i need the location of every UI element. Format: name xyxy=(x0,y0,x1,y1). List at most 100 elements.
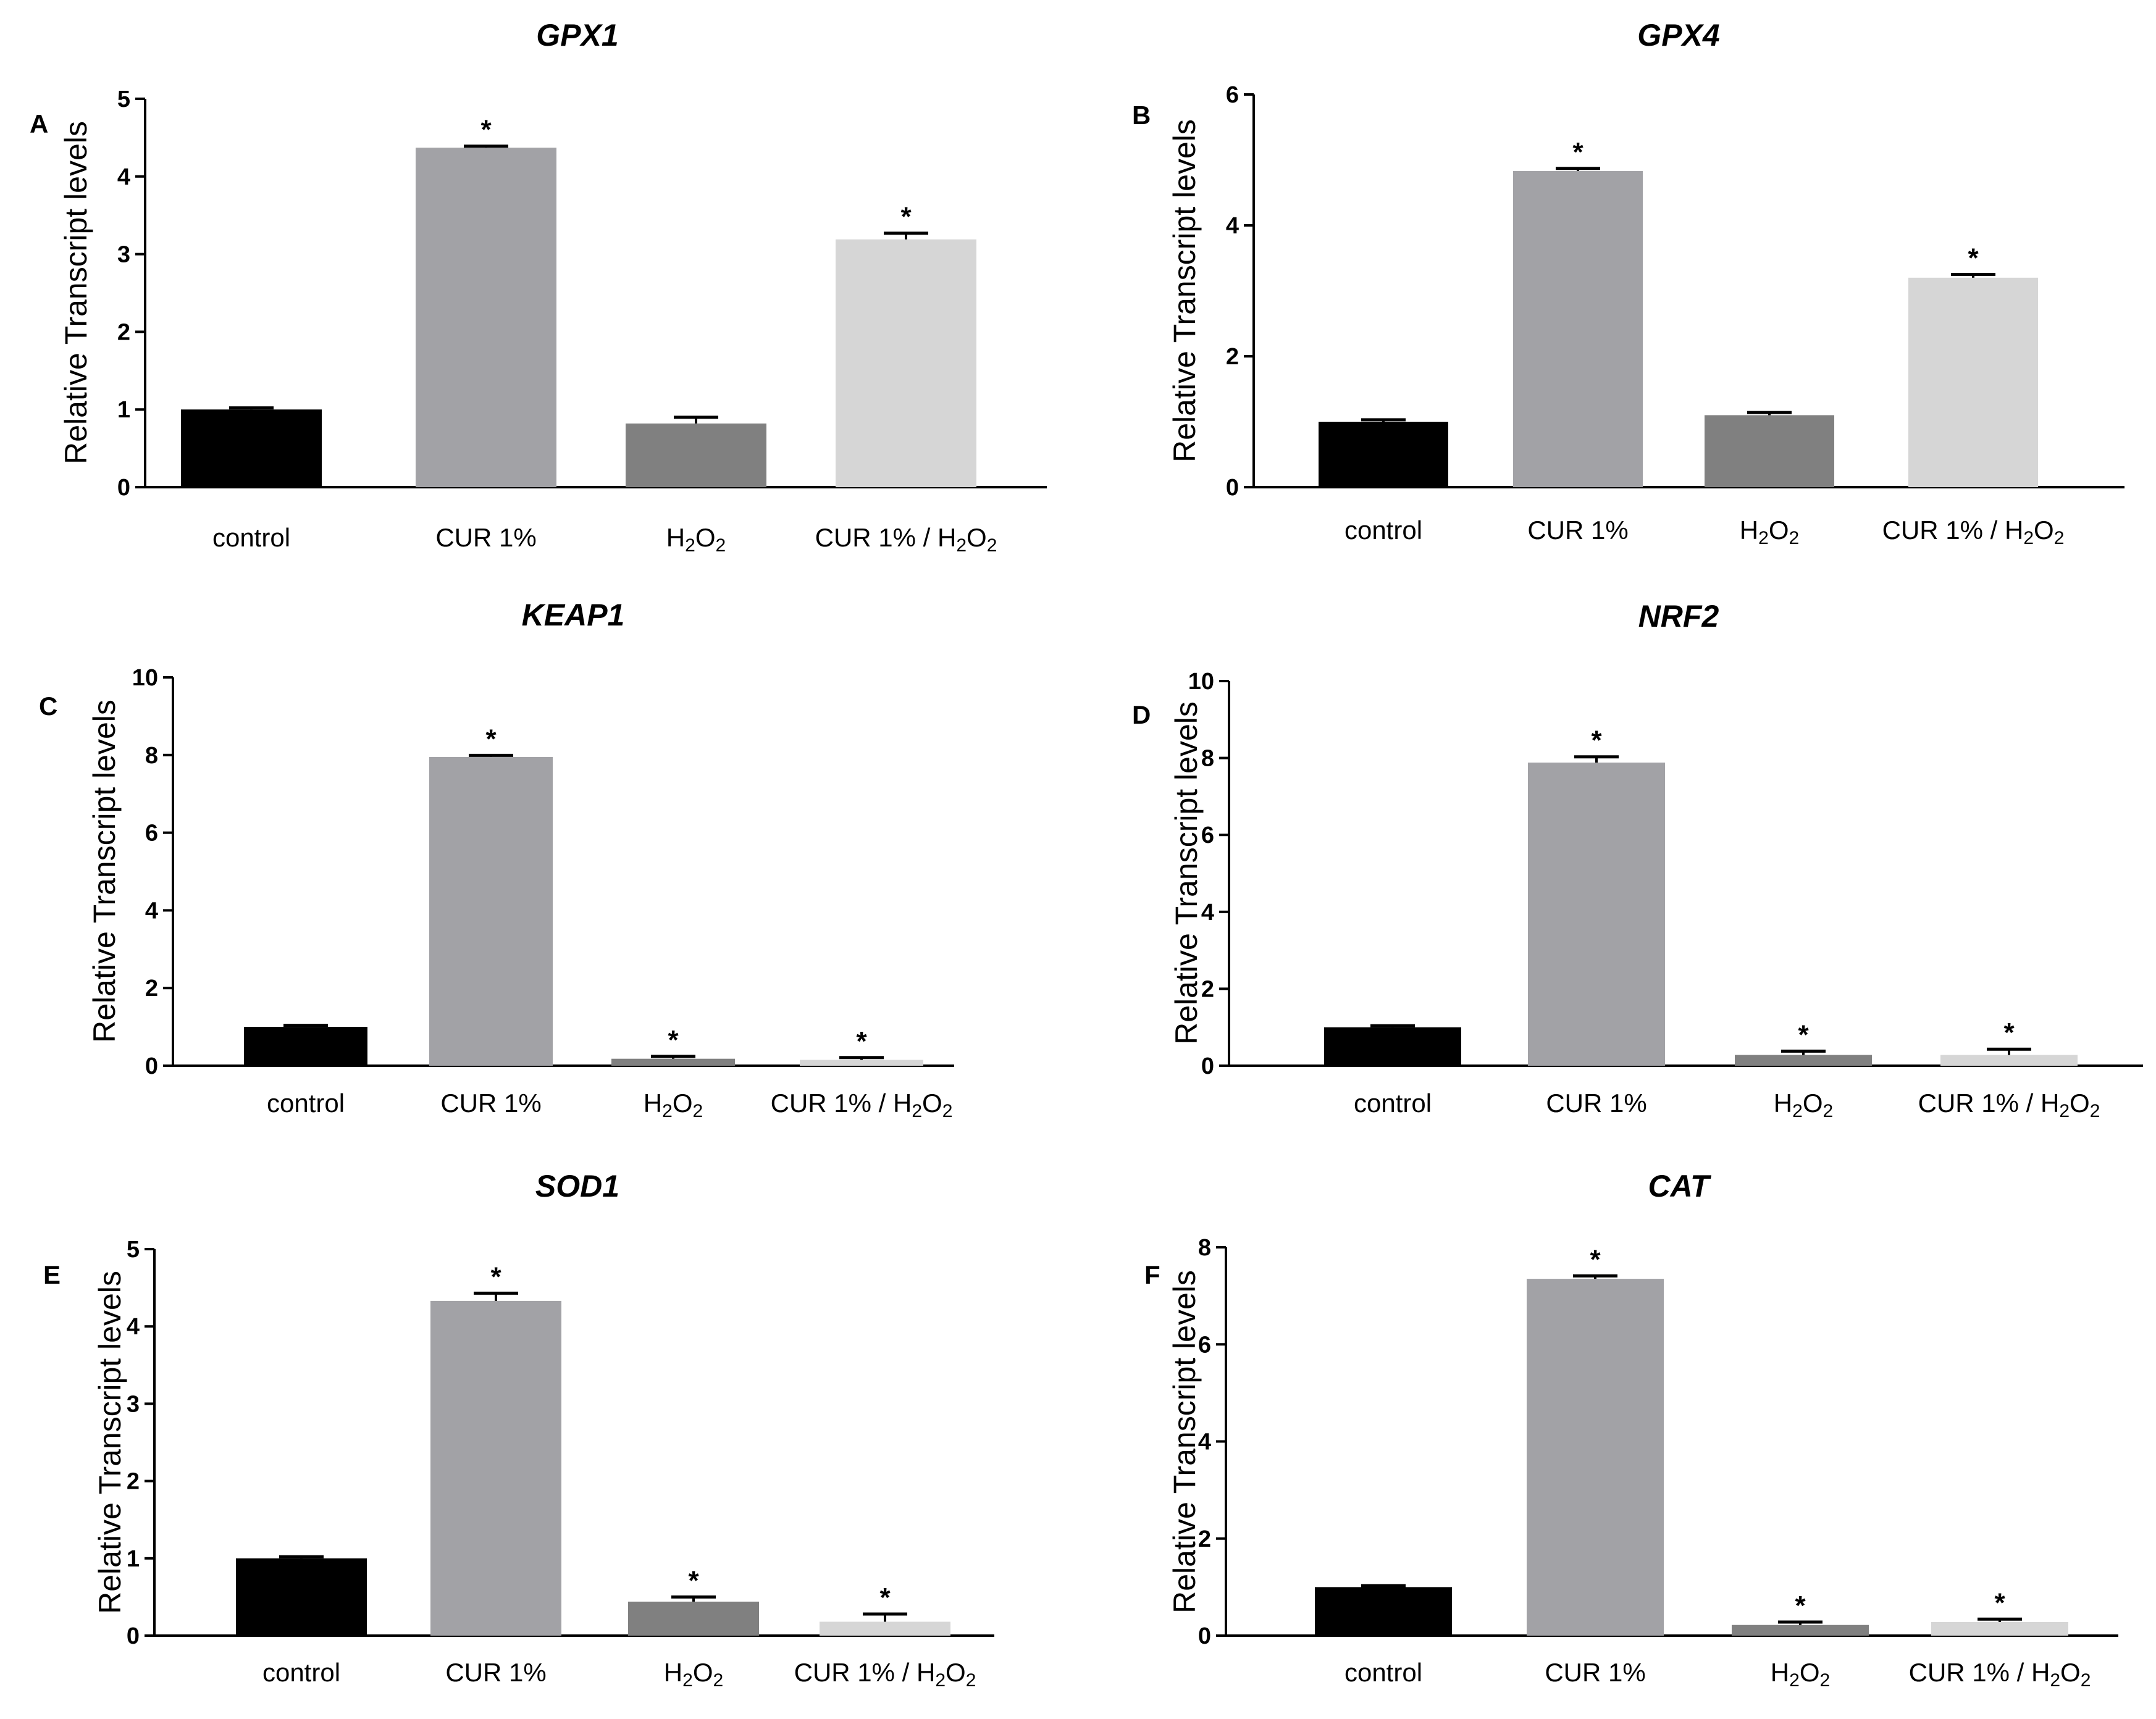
significance-marker: * xyxy=(1994,1587,2005,1618)
y-tick-label: 4 xyxy=(145,898,158,924)
x-category-label: H2O2 xyxy=(666,523,726,556)
bar xyxy=(1319,422,1448,487)
chart-title: GPX1 xyxy=(536,18,618,52)
bar xyxy=(628,1601,759,1636)
bar xyxy=(236,1558,367,1636)
bar xyxy=(429,756,553,1066)
significance-marker: * xyxy=(900,202,912,232)
x-category-label: H2O2 xyxy=(1774,1089,1833,1121)
x-category-label: H2O2 xyxy=(1740,516,1799,548)
bar xyxy=(836,239,976,487)
panel-label: A xyxy=(30,109,48,138)
significance-marker: * xyxy=(490,1261,501,1292)
x-category-label: control xyxy=(1344,1658,1422,1687)
bar xyxy=(626,423,766,487)
bar xyxy=(1732,1625,1869,1636)
y-tick-label: 6 xyxy=(1201,822,1214,848)
significance-marker: * xyxy=(480,115,492,145)
y-tick-label: 2 xyxy=(1226,344,1239,370)
y-tick-label: 3 xyxy=(117,242,130,268)
significance-marker: * xyxy=(856,1026,867,1056)
x-category-label: control xyxy=(1344,516,1422,545)
bar xyxy=(1324,1027,1461,1066)
significance-marker: * xyxy=(1798,1019,1809,1050)
x-category-label: CUR 1% xyxy=(1545,1658,1645,1687)
panel-label: B xyxy=(1132,101,1151,130)
significance-marker: * xyxy=(1795,1591,1806,1621)
significance-marker: * xyxy=(1968,243,1979,274)
x-category-label: control xyxy=(1354,1089,1432,1118)
y-tick-label: 0 xyxy=(1201,1053,1214,1079)
y-tick-label: 2 xyxy=(127,1469,140,1495)
y-axis-label: Relative Transcript levels xyxy=(87,700,122,1043)
y-tick-label: 0 xyxy=(145,1053,158,1079)
significance-marker: * xyxy=(2003,1018,2015,1048)
chart-title: CAT xyxy=(1648,1169,1712,1203)
panel-f: CAT F Relative Transcript levels 0 2 4 6 8 contr… xyxy=(1144,1169,2118,1691)
y-tick-label: 2 xyxy=(145,976,158,1002)
y-tick-label: 0 xyxy=(117,475,130,501)
panel-label: C xyxy=(39,692,57,721)
significance-marker: * xyxy=(1591,726,1602,756)
y-tick-label: 5 xyxy=(127,1237,140,1263)
panel-c: KEAP1 C Relative Transcript levels 0 2 4 6 8 10 c… xyxy=(39,598,954,1121)
y-tick-label: 10 xyxy=(1188,669,1214,695)
bar xyxy=(820,1621,950,1636)
bar xyxy=(1705,415,1834,487)
bar xyxy=(1513,171,1643,487)
y-tick-label: 2 xyxy=(117,319,130,345)
significance-marker: * xyxy=(668,1025,679,1055)
y-tick-label: 10 xyxy=(132,665,158,691)
significance-marker: * xyxy=(1590,1244,1601,1274)
x-category-label: CUR 1% / H2O2 xyxy=(815,523,997,556)
panel-label: F xyxy=(1144,1260,1160,1289)
y-axis-label: Relative Transcript levels xyxy=(1167,1270,1202,1613)
bar xyxy=(1528,763,1665,1066)
y-axis-label: Relative Transcript levels xyxy=(93,1271,127,1614)
x-category-label: CUR 1% xyxy=(1527,516,1628,545)
bar xyxy=(244,1027,367,1066)
x-category-label: CUR 1% xyxy=(445,1658,546,1687)
chart-title: GPX4 xyxy=(1637,18,1719,52)
x-category-label: CUR 1% xyxy=(435,523,536,552)
bar xyxy=(1315,1587,1452,1636)
significance-marker: * xyxy=(485,724,497,754)
x-category-label: CUR 1% / H2O2 xyxy=(771,1089,953,1121)
panel-b: GPX4 B Relative Transcript levels 0 2 4 6 contr… xyxy=(1132,18,2125,548)
x-category-label: CUR 1% / H2O2 xyxy=(1918,1089,2100,1121)
y-tick-label: 1 xyxy=(117,397,130,423)
y-tick-label: 1 xyxy=(127,1546,140,1572)
panel-d: NRF2 D Relative Transcript levels 0 2 4 6 8 10 co… xyxy=(1132,599,2143,1121)
x-category-label: H2O2 xyxy=(664,1658,723,1691)
bar xyxy=(430,1300,561,1636)
y-tick-label: 3 xyxy=(127,1391,140,1417)
significance-marker: * xyxy=(879,1583,891,1613)
bar xyxy=(800,1060,923,1066)
significance-marker: * xyxy=(1572,137,1583,167)
y-tick-label: 8 xyxy=(145,743,158,769)
y-tick-label: 6 xyxy=(1226,82,1239,108)
y-tick-label: 4 xyxy=(1226,213,1239,239)
y-tick-label: 6 xyxy=(1198,1332,1211,1358)
x-category-label: control xyxy=(262,1658,340,1687)
x-category-label: H2O2 xyxy=(644,1089,703,1121)
bar xyxy=(1908,277,2038,487)
bar xyxy=(1931,1621,2068,1636)
y-tick-label: 0 xyxy=(1198,1623,1211,1649)
y-axis-label: Relative Transcript levels xyxy=(1169,701,1204,1045)
bar xyxy=(181,409,322,487)
y-tick-label: 2 xyxy=(1201,976,1214,1002)
panel-a: GPX1 A Relative Transcript levels 0 1 2 3 4 5 con… xyxy=(30,18,1047,556)
x-category-label: CUR 1% / H2O2 xyxy=(1909,1658,2091,1691)
panel-label: E xyxy=(43,1260,61,1289)
bar xyxy=(1735,1055,1872,1066)
y-tick-label: 5 xyxy=(117,86,130,112)
bar xyxy=(611,1058,735,1066)
y-tick-label: 8 xyxy=(1198,1235,1211,1261)
x-category-label: CUR 1% / H2O2 xyxy=(794,1658,976,1691)
y-tick-label: 4 xyxy=(1201,900,1214,926)
bar xyxy=(416,148,556,487)
y-tick-label: 0 xyxy=(127,1623,140,1649)
